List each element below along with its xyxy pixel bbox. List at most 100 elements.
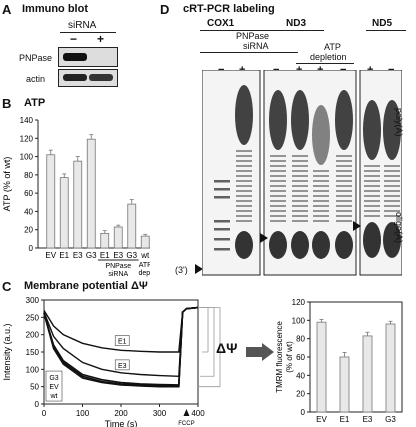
row-label-pnpase: PNPase bbox=[19, 53, 53, 63]
gel-band bbox=[384, 165, 400, 167]
atp-bar bbox=[127, 203, 137, 249]
fccp-label: FCCP bbox=[178, 421, 194, 427]
atp-y-tick-label: 40 bbox=[24, 207, 33, 216]
gel-band bbox=[236, 185, 252, 187]
gel-band bbox=[292, 215, 308, 217]
bracket-e1 bbox=[202, 307, 209, 353]
nd3-arrow-icon bbox=[353, 221, 361, 231]
gel-band bbox=[336, 170, 352, 172]
gel-band bbox=[292, 210, 308, 212]
bracket-wt bbox=[198, 307, 221, 388]
gel-band bbox=[384, 195, 400, 197]
atp-category-label: EV bbox=[45, 251, 56, 260]
gel-band bbox=[270, 215, 286, 217]
gel-band bbox=[364, 210, 380, 212]
line-y-tick-label: 100 bbox=[26, 365, 40, 374]
gel-band bbox=[270, 165, 286, 167]
row-label-actin: actin bbox=[26, 74, 46, 84]
pnpase-band bbox=[63, 53, 87, 61]
tmrm-bar bbox=[385, 323, 396, 413]
atp-y-tick-label: 120 bbox=[20, 134, 34, 143]
gel-band bbox=[364, 215, 380, 217]
gel-band bbox=[214, 220, 230, 223]
gel-band bbox=[292, 205, 308, 207]
gene-nd5: ND5 bbox=[372, 18, 393, 29]
gel-band bbox=[364, 205, 380, 207]
gel-band bbox=[313, 170, 329, 172]
gel-band bbox=[270, 205, 286, 207]
gel-band bbox=[336, 185, 352, 187]
gel-band bbox=[270, 160, 286, 162]
tmrm-category-label: G3 bbox=[385, 415, 396, 424]
line-y-tick-label: 150 bbox=[26, 348, 40, 357]
tmrm-y-tick-label: 0 bbox=[301, 408, 306, 417]
sirna-label: siRNA bbox=[243, 41, 269, 51]
gel-band bbox=[384, 175, 400, 177]
gel-smear-oligoa bbox=[363, 222, 381, 258]
gel-band bbox=[313, 180, 329, 182]
atp-category-label: wt bbox=[140, 251, 150, 260]
tmrm-y-tick-label: 20 bbox=[296, 390, 305, 399]
line-x-tick-label: 0 bbox=[42, 409, 47, 418]
panel-b-letter: B bbox=[2, 96, 12, 111]
gene-cox1: COX1 bbox=[207, 18, 235, 29]
atp-dep-label-2: dep. bbox=[138, 270, 150, 277]
gel-band bbox=[384, 190, 400, 192]
panel-b-title: ATP bbox=[24, 97, 46, 109]
line-y-tick-label: 50 bbox=[30, 383, 39, 392]
actin-band-1 bbox=[63, 74, 87, 81]
gel-band bbox=[292, 155, 308, 157]
atp-group-label-2: siRNA bbox=[108, 271, 128, 278]
gel-band bbox=[270, 175, 286, 177]
atp-category-label: G3 bbox=[126, 251, 137, 260]
tmrm-y-tick-label: 120 bbox=[292, 298, 306, 307]
gel-band bbox=[292, 175, 308, 177]
bracket-e3 bbox=[200, 307, 215, 377]
line-y-tick-label: 0 bbox=[35, 400, 40, 409]
plus-sign: + bbox=[97, 32, 105, 46]
gel-smear-oligoa bbox=[335, 231, 353, 259]
gel-band bbox=[236, 220, 252, 222]
gel-band bbox=[336, 210, 352, 212]
gel-band bbox=[364, 165, 380, 167]
gel-band bbox=[270, 155, 286, 157]
atp-y-tick-label: 20 bbox=[24, 226, 33, 235]
tmrm-y-axis-label-1: TMRM fluorescence bbox=[275, 321, 284, 393]
gel-band bbox=[313, 205, 329, 207]
gel-band bbox=[313, 215, 329, 217]
gel-band bbox=[270, 220, 286, 222]
gel-band bbox=[292, 190, 308, 192]
gel-band bbox=[214, 228, 230, 231]
tmrm-y-axis-label-2: (% of wt) bbox=[285, 341, 294, 373]
atp-y-tick-label: 140 bbox=[20, 116, 34, 125]
gel-band bbox=[214, 238, 230, 241]
panel-a-title: Immuno blot bbox=[22, 3, 88, 15]
gel-band bbox=[236, 180, 252, 182]
minus-sign: − bbox=[70, 32, 78, 46]
gel-band bbox=[364, 190, 380, 192]
atp-y-tick-label: 100 bbox=[20, 153, 34, 162]
gel-band bbox=[292, 180, 308, 182]
arrow-icon bbox=[246, 343, 274, 361]
gel-smear-oligoa bbox=[383, 222, 401, 258]
gel-band bbox=[384, 185, 400, 187]
line-series-label: E1 bbox=[118, 339, 127, 346]
gel-band bbox=[236, 215, 252, 217]
gel-smear-polya bbox=[291, 90, 309, 150]
tmrm-category-label: E3 bbox=[363, 415, 373, 424]
gel-band bbox=[270, 180, 286, 182]
line-series bbox=[43, 306, 199, 387]
membrane-potential-chart: 0 50 100 150 200 250 300 0 100 200 300 400 Time (s) I… bbox=[2, 296, 221, 427]
tmrm-bar bbox=[316, 321, 327, 413]
gel-image bbox=[202, 70, 402, 276]
gel-band bbox=[336, 205, 352, 207]
gel-band bbox=[270, 200, 286, 202]
atp-label: ATP bbox=[324, 42, 341, 52]
gel-band bbox=[292, 165, 308, 167]
gel-band bbox=[214, 180, 230, 183]
gel-smear-polya bbox=[383, 100, 401, 160]
depletion-label: depletion bbox=[310, 52, 347, 62]
gel-band bbox=[313, 200, 329, 202]
gel-smear-polya bbox=[335, 90, 353, 150]
line-y-axis-label: Intensity (a.u.) bbox=[2, 323, 12, 380]
